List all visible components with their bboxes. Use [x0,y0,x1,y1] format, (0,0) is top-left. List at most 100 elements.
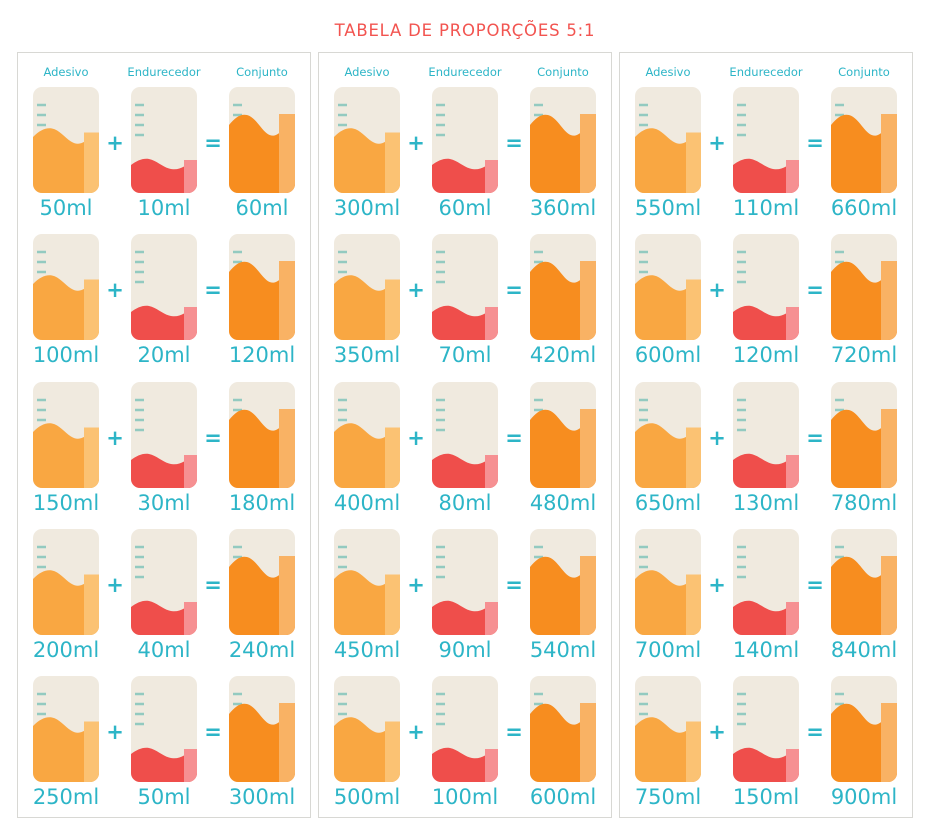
proportion-row: 400ml + 80ml = 480ml [334,382,596,515]
endurecedor-volume-label: 130ml [732,490,800,515]
plus-sign: + [407,720,425,744]
adesivo-cell: 750ml [635,676,701,809]
equals-sign: = [204,572,222,597]
conjunto-beaker-icon [831,676,897,782]
endurecedor-volume-label: 40ml [137,637,191,662]
conjunto-volume-label: 840ml [830,637,898,662]
conjunto-volume-label: 420ml [529,343,597,368]
endurecedor-beaker-icon [432,676,498,782]
adesivo-beaker-icon [334,676,400,782]
endurecedor-beaker-icon [432,529,498,635]
adesivo-beaker-icon [635,529,701,635]
equals-sign: = [806,572,824,597]
equals-sign: = [806,720,824,744]
adesivo-volume-label: 650ml [634,490,702,515]
adesivo-beaker-icon [334,234,400,340]
adesivo-cell: 300ml [334,87,400,220]
conjunto-volume-label: 900ml [830,785,898,809]
adesivo-volume-label: 200ml [32,637,100,662]
endurecedor-volume-label: 10ml [137,196,191,220]
endurecedor-beaker-icon [432,87,498,193]
proportion-row: 700ml + 140ml = 840ml [635,529,897,662]
conjunto-cell: 60ml [229,87,295,220]
endurecedor-cell: 80ml [432,382,498,515]
adesivo-cell: 600ml [635,234,701,367]
endurecedor-volume-label: 120ml [732,343,800,368]
plus-sign: + [708,278,726,303]
proportion-row: 350ml + 70ml = 420ml [334,234,596,367]
conjunto-beaker-icon [229,234,295,340]
plus-sign: + [106,278,124,303]
proportion-row: 550ml + 110ml = 660ml [635,87,897,220]
endurecedor-volume-label: 30ml [137,490,191,515]
endurecedor-cell: 30ml [131,382,197,515]
conjunto-volume-label: 180ml [228,490,296,515]
endurecedor-cell: 60ml [432,87,498,220]
endurecedor-beaker-icon [733,676,799,782]
conjunto-cell: 120ml [229,234,295,367]
conjunto-volume-label: 600ml [529,785,597,809]
conjunto-beaker-icon [831,234,897,340]
endurecedor-header: Endurecedor [127,65,201,79]
adesivo-cell: 50ml [33,87,99,220]
adesivo-cell: 500ml [334,676,400,809]
endurecedor-volume-label: 60ml [438,196,492,220]
plus-sign: + [106,720,124,744]
adesivo-beaker-icon [33,87,99,193]
adesivo-cell: 700ml [635,529,701,662]
endurecedor-cell: 40ml [131,529,197,662]
conjunto-beaker-icon [229,382,295,488]
equals-sign: = [505,572,523,597]
conjunto-cell: 660ml [831,87,897,220]
adesivo-volume-label: 700ml [634,637,702,662]
adesivo-beaker-icon [635,676,701,782]
endurecedor-volume-label: 150ml [732,785,800,809]
adesivo-cell: 250ml [33,676,99,809]
endurecedor-beaker-icon [733,87,799,193]
adesivo-cell: 100ml [33,234,99,367]
conjunto-cell: 240ml [229,529,295,662]
endurecedor-cell: 90ml [432,529,498,662]
adesivo-volume-label: 400ml [333,490,401,515]
adesivo-beaker-icon [635,87,701,193]
adesivo-beaker-icon [33,382,99,488]
page-title: TABELA DE PROPORÇÕES 5:1 [334,21,596,40]
equals-sign: = [505,720,523,744]
adesivo-volume-label: 100ml [32,343,100,368]
proportion-row: 750ml + 150ml = 900ml [635,676,897,809]
proportion-row: 50ml + 10ml = 60ml [33,87,295,220]
plus-sign: + [407,425,425,450]
conjunto-cell: 600ml [530,676,596,809]
adesivo-header: Adesivo [43,65,89,79]
adesivo-cell: 400ml [334,382,400,515]
equals-sign: = [505,131,523,155]
conjunto-beaker-icon [831,87,897,193]
equals-sign: = [806,425,824,450]
panel-rows: 50ml + 10ml = 60ml 100ml + 20ml = 120ml [33,87,295,809]
proportion-row: 150ml + 30ml = 180ml [33,382,295,515]
conjunto-volume-label: 360ml [529,196,597,220]
panel-header-row: Adesivo Endurecedor Conjunto [334,65,596,79]
conjunto-volume-label: 240ml [228,637,296,662]
conjunto-beaker-icon [229,87,295,193]
endurecedor-cell: 120ml [733,234,799,367]
adesivo-volume-label: 750ml [634,785,702,809]
endurecedor-volume-label: 90ml [438,637,492,662]
adesivo-volume-label: 550ml [634,196,702,220]
endurecedor-beaker-icon [733,529,799,635]
adesivo-volume-label: 500ml [333,785,401,809]
adesivo-cell: 550ml [635,87,701,220]
conjunto-volume-label: 720ml [830,343,898,368]
equals-sign: = [204,720,222,744]
proportion-row: 450ml + 90ml = 540ml [334,529,596,662]
panel-3: Adesivo Endurecedor Conjunto 550ml + 110… [619,52,913,818]
equals-sign: = [505,425,523,450]
adesivo-beaker-icon [33,676,99,782]
adesivo-beaker-icon [33,234,99,340]
adesivo-beaker-icon [334,529,400,635]
conjunto-cell: 180ml [229,382,295,515]
endurecedor-cell: 50ml [131,676,197,809]
endurecedor-beaker-icon [131,234,197,340]
conjunto-volume-label: 780ml [830,490,898,515]
